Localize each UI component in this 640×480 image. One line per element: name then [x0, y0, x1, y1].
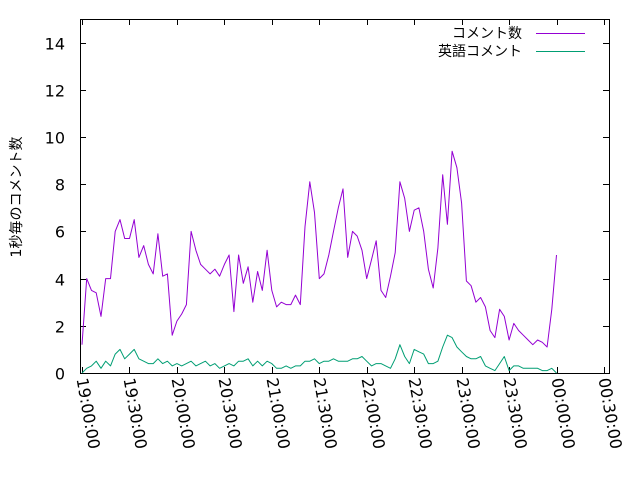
x-tick-label: 20:00:00 — [168, 376, 199, 450]
plot-frame — [80, 19, 610, 374]
series-line-1 — [81, 334, 557, 374]
tick-marks — [80, 19, 609, 374]
series-line-0 — [81, 150, 557, 348]
x-tick-label: 00:30:00 — [595, 376, 626, 450]
y-tick-label: 4 — [55, 271, 65, 290]
x-tick-label: 20:30:00 — [215, 376, 246, 450]
x-tick-label: 21:30:00 — [310, 376, 341, 450]
y-tick-label: 0 — [55, 365, 65, 384]
x-tick-label: 23:00:00 — [453, 376, 484, 450]
y-tick-label: 10 — [45, 129, 65, 148]
x-tick-label: 22:30:00 — [405, 376, 436, 450]
x-tick-label: 22:00:00 — [358, 376, 389, 450]
y-tick-label: 12 — [45, 82, 65, 101]
y-tick-label: 8 — [55, 176, 65, 195]
x-tick-label: 19:00:00 — [73, 376, 104, 450]
y-tick-label: 6 — [55, 223, 65, 242]
y-axis-label: 1秒毎のコメント数 — [9, 137, 25, 258]
x-tick-label: 00:00:00 — [548, 376, 579, 450]
x-tick-label: 23:30:00 — [500, 376, 531, 450]
y-tick-label: 14 — [45, 35, 65, 54]
series-lines — [81, 150, 557, 374]
y-tick-labels: 0 2 4 6 8 10 12 14 — [45, 35, 65, 384]
y-tick-label: 2 — [55, 318, 65, 337]
legend-label: 英語コメント — [438, 43, 522, 60]
x-tick-label: 21:00:00 — [263, 376, 294, 450]
x-tick-labels: 19:00:00 19:30:00 20:00:00 20:30:00 21:00:00… — [73, 376, 626, 450]
x-tick-label: 19:30:00 — [120, 376, 151, 450]
legend-label: コメント数 — [452, 26, 522, 42]
